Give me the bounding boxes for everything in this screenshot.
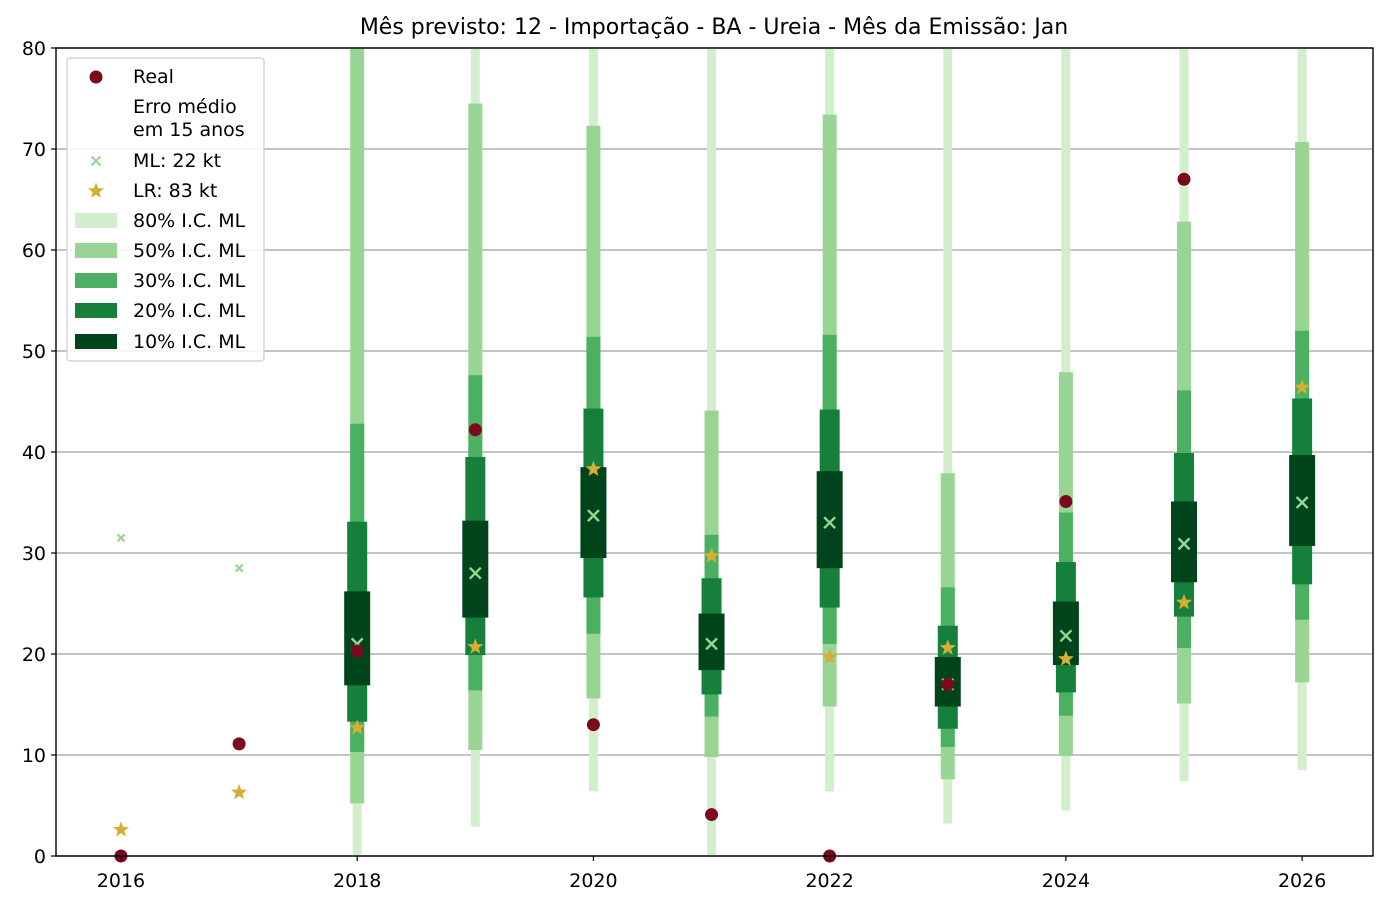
interval-ci80-2023 (943, 48, 953, 824)
ml-marker-2024 (1059, 629, 1073, 643)
y-tick-label: 20 (22, 644, 46, 666)
legend-ml-label: ML: 22 kt (133, 150, 221, 172)
legend-lr-label: LR: 83 kt (133, 180, 217, 202)
x-tick-label: 2024 (1042, 870, 1090, 892)
ml-marker-2025-stroke-b (1177, 537, 1191, 551)
ml-marker-2020-stroke-b (587, 509, 600, 522)
real-marker-2023 (941, 677, 955, 691)
interval-ci10-2021 (698, 613, 725, 671)
legend-ci20-label: 20% I.C. ML (133, 300, 246, 322)
lr-marker-2016 (112, 821, 130, 837)
ml-marker-2019 (468, 566, 482, 580)
lr-marker-2020 (585, 460, 602, 477)
legend-error-label: em 15 anos (133, 119, 245, 141)
y-tick-label: 70 (22, 139, 46, 161)
y-tick-label: 80 (22, 38, 46, 60)
x-tick-label: 2022 (805, 870, 853, 892)
lr-marker-2025 (1175, 593, 1193, 610)
ml-marker-2021 (705, 637, 718, 651)
y-tick-label: 30 (22, 543, 46, 565)
ml-marker-2026-stroke-b (1295, 496, 1309, 509)
point-markers (112, 172, 1311, 863)
legend-ci10-swatch (75, 334, 117, 349)
real-marker-2017 (232, 737, 246, 751)
legend-error-label: Erro médio (133, 96, 237, 118)
y-tick-label: 10 (22, 745, 46, 767)
legend-ci10-label: 10% I.C. ML (133, 331, 246, 353)
legend-ml-marker (90, 155, 102, 167)
legend-ci80-label: 80% I.C. ML (133, 210, 246, 232)
real-marker-2025 (1177, 172, 1191, 186)
ml-marker-2026 (1295, 496, 1309, 509)
ml-marker-2017-stroke-b (234, 563, 244, 573)
ml-marker-2025 (1177, 537, 1191, 551)
x-tick-label: 2018 (333, 870, 381, 892)
chart-title: Mês previsto: 12 - Importação - BA - Ure… (360, 15, 1068, 40)
interval-ci10-2025 (1171, 501, 1198, 583)
ml-marker-2016 (116, 533, 126, 543)
lr-marker-2017 (231, 783, 248, 800)
y-tick-label: 50 (22, 341, 46, 363)
lr-marker-2024 (1057, 650, 1074, 666)
lr-marker-2022 (821, 648, 838, 664)
lr-marker-2023 (939, 639, 956, 655)
x-tick-label: 2016 (97, 870, 145, 892)
lr-marker-2021 (703, 547, 720, 563)
lr-marker-2019 (467, 638, 484, 654)
interval-ci10-2022 (816, 471, 843, 569)
real-marker-2021 (705, 808, 719, 822)
legend-ci30-label: 30% I.C. ML (133, 270, 246, 292)
axes: 0 10 20 30 40 50 60 70 80 2016 2018 2020 2022 2024 202… (22, 38, 1374, 892)
ml-marker-2017 (234, 563, 244, 573)
interval-ci10-2020 (580, 467, 607, 559)
legend-ci80-swatch (75, 213, 117, 228)
y-tick-label: 0 (34, 846, 46, 868)
ml-marker-2020 (587, 509, 600, 522)
ml-marker-2016-stroke-b (116, 533, 126, 543)
real-marker-2019 (468, 423, 482, 437)
legend-real-label: Real (133, 66, 174, 88)
y-tick-label: 40 (22, 442, 46, 464)
lr-marker-2026 (1294, 378, 1311, 395)
ml-marker-2022-stroke-b (823, 516, 837, 530)
x-tick-label: 2026 (1278, 870, 1326, 892)
real-marker-2024 (1059, 494, 1073, 508)
legend-ci50-label: 50% I.C. ML (133, 240, 246, 262)
lr-marker-2018 (349, 719, 366, 735)
confidence-intervals (344, 48, 1316, 856)
legend-ci20-swatch (75, 303, 117, 318)
real-marker-2018 (350, 644, 364, 658)
legend-ml-marker-stroke-b (90, 155, 102, 167)
legend-ci50-swatch (75, 243, 117, 258)
x-tick-label: 2020 (569, 870, 617, 892)
ml-marker-2024-stroke-b (1059, 629, 1073, 643)
ml-marker-2021-stroke-b (705, 637, 718, 651)
interval-ci10-2019 (462, 520, 489, 618)
ml-marker-2022 (823, 516, 837, 530)
legend-lr-marker (87, 182, 105, 198)
legend-ci30-swatch (75, 273, 117, 288)
real-marker-2020 (586, 718, 600, 732)
interval-ci10-2018 (344, 591, 371, 686)
interval-ci10-2026 (1289, 455, 1316, 546)
y-tick-label: 60 (22, 240, 46, 262)
legend-real-marker (89, 70, 103, 84)
ml-marker-2019-stroke-b (468, 566, 482, 580)
